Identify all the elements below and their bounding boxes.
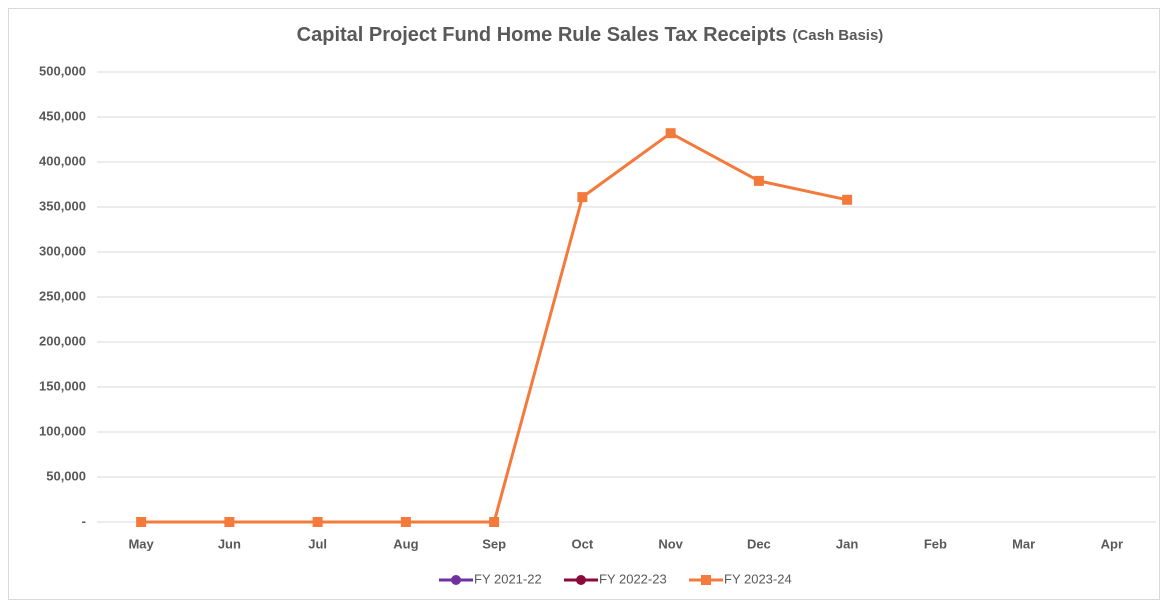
y-tick-label: 250,000 [39,288,86,303]
x-tick-label: Mar [1012,536,1035,551]
x-tick-label: May [128,536,154,551]
y-tick-label: 50,000 [46,468,86,483]
y-tick-label: 100,000 [39,423,86,438]
chart-subtitle: (Cash Basis) [792,27,883,44]
x-tick-label: Apr [1101,536,1123,551]
data-point [136,517,147,527]
legend-marker [451,575,461,585]
x-tick-label: Nov [658,536,683,551]
data-point [753,175,764,186]
x-tick-label: Jan [836,536,858,551]
x-tick-label: Jun [218,536,241,551]
x-tick-label: Feb [924,536,947,551]
data-point [665,128,676,139]
data-point [400,517,411,527]
y-tick-label: 450,000 [39,108,86,123]
y-tick-label: - [82,513,86,528]
y-tick-label: 500,000 [39,63,86,78]
y-tick-label: 300,000 [39,243,86,258]
chart-title: Capital Project Fund Home Rule Sales Tax… [297,24,787,46]
legend-marker [576,575,586,585]
y-tick-label: 200,000 [39,333,86,348]
data-point [489,517,500,527]
y-tick-label: 350,000 [39,198,86,213]
x-tick-label: Sep [482,536,506,551]
data-point [224,517,235,527]
chart-border [8,8,1160,600]
data-point [312,517,323,527]
x-tick-label: Jul [308,536,327,551]
legend-marker [701,575,711,585]
legend-label: FY 2023-24 [724,571,792,586]
data-point [842,194,853,205]
data-point [577,192,588,203]
chart-title-group: Capital Project Fund Home Rule Sales Tax… [297,24,884,46]
y-tick-label: 400,000 [39,153,86,168]
y-tick-label: 150,000 [39,378,86,393]
x-tick-label: Dec [747,536,771,551]
x-tick-label: Oct [572,536,594,551]
legend-label: FY 2021-22 [474,571,542,586]
x-tick-label: Aug [393,536,418,551]
legend-label: FY 2022-23 [599,571,667,586]
